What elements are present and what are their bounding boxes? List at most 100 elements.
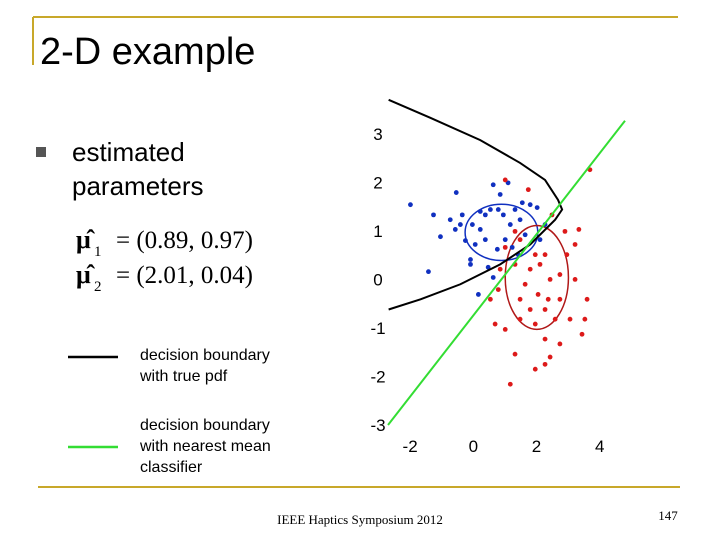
scatter-point — [527, 307, 533, 312]
scatter-point — [517, 237, 523, 243]
scatter-point — [557, 296, 563, 302]
y-tick-label: -3 — [370, 416, 385, 435]
chart: -2 0 2 4 -3 -2 -1 0 1 2 3 — [370, 98, 626, 456]
formula-value: = (2.01, 0.04) — [116, 262, 253, 289]
formula-subscript: 1 — [94, 244, 102, 260]
scatter-point — [494, 246, 500, 252]
covariance-ellipse — [504, 224, 570, 331]
scatter-point — [572, 277, 578, 282]
scatter-point — [492, 321, 498, 327]
scatter-point — [457, 222, 463, 227]
scatter-point — [545, 296, 551, 302]
y-tick-label: 2 — [373, 173, 382, 192]
bullet-text: parameters — [72, 171, 204, 201]
scatter-point — [567, 316, 573, 322]
scatter-point — [497, 266, 503, 272]
scatter-point — [557, 341, 563, 347]
scatter-point — [487, 207, 493, 212]
scatter-point — [576, 227, 582, 232]
scatter-point — [485, 264, 491, 270]
scatter-point — [502, 326, 508, 332]
scatter-point — [507, 381, 513, 387]
y-tick-label: 0 — [373, 270, 382, 289]
scatter-point — [532, 366, 538, 372]
scatter-point — [532, 321, 538, 327]
x-tick-label: 0 — [469, 437, 478, 456]
legend-text: decision boundary — [140, 347, 270, 364]
scatter-point — [562, 228, 568, 234]
scatter-point — [517, 316, 523, 322]
legend-text: with nearest mean — [139, 438, 271, 455]
scatter-point — [468, 257, 473, 262]
scatter-point — [447, 217, 453, 223]
legend-text: with true pdf — [139, 368, 228, 385]
scatter-point — [537, 237, 543, 243]
scatter-point — [463, 238, 468, 243]
scatter-point — [502, 244, 508, 250]
scatter-point — [582, 316, 588, 322]
scatter-point — [431, 212, 436, 218]
legend-text: decision boundary — [140, 417, 270, 434]
scatter-point — [497, 192, 503, 197]
bullet-text: estimated — [72, 137, 185, 167]
page-number: 147 — [658, 508, 678, 523]
scatter-point — [542, 336, 548, 342]
scatter-point — [525, 187, 531, 193]
scatter-point — [522, 232, 528, 238]
covariance-ellipse — [464, 203, 539, 262]
scatter-point — [469, 222, 475, 227]
scatter-point — [579, 331, 585, 337]
formula-subscript: 2 — [94, 279, 102, 295]
scatter-point — [547, 277, 553, 282]
scatter-point — [572, 242, 578, 247]
decision-boundary — [387, 120, 626, 426]
scatter-point — [535, 292, 541, 297]
scatter-point — [509, 244, 515, 250]
legend-text: classifier — [140, 459, 203, 476]
scatter-point — [477, 227, 483, 232]
x-tick-label: 2 — [532, 437, 541, 456]
scatter-point — [500, 212, 506, 218]
x-tick-label: 4 — [595, 437, 604, 456]
formula-symbol: μ̂ — [76, 260, 96, 289]
scatter-point — [468, 261, 473, 267]
scatter-point — [519, 200, 525, 206]
scatter-point — [490, 182, 496, 188]
x-tick-label: -2 — [403, 437, 418, 456]
y-tick-label: 1 — [373, 222, 382, 241]
scatter-point — [552, 316, 558, 322]
scatter-point — [477, 209, 483, 214]
scatter-point — [584, 296, 590, 302]
y-tick-label: -2 — [370, 367, 385, 386]
scatter-point — [542, 361, 548, 367]
scatter-point — [426, 269, 431, 275]
scatter-point — [459, 212, 465, 218]
scatter-point — [495, 207, 501, 212]
scatter-point — [522, 281, 528, 287]
footer-text: IEEE Haptics Symposium 2012 — [277, 512, 443, 527]
decision-boundary — [388, 98, 564, 311]
slide-title: 2-D example — [40, 31, 255, 73]
scatter-point — [517, 217, 523, 223]
scatter-point — [517, 296, 523, 302]
scatter-point — [534, 205, 540, 210]
scatter-point — [487, 296, 493, 302]
scatter-point — [564, 252, 570, 258]
scatter-point — [408, 202, 413, 208]
formula-symbol: μ̂ — [76, 225, 96, 254]
scatter-point — [490, 275, 496, 280]
scatter-point — [507, 222, 513, 227]
scatter-point — [495, 287, 501, 293]
scatter-point — [537, 261, 543, 267]
scatter-point — [502, 237, 508, 243]
scatter-point — [512, 228, 518, 234]
y-tick-label: 3 — [373, 125, 382, 144]
scatter-point — [472, 242, 478, 247]
scatter-point — [532, 252, 538, 258]
scatter-point — [482, 212, 488, 218]
scatter-point — [475, 292, 481, 297]
scatter-point — [452, 227, 458, 232]
scatter-point — [502, 177, 508, 183]
